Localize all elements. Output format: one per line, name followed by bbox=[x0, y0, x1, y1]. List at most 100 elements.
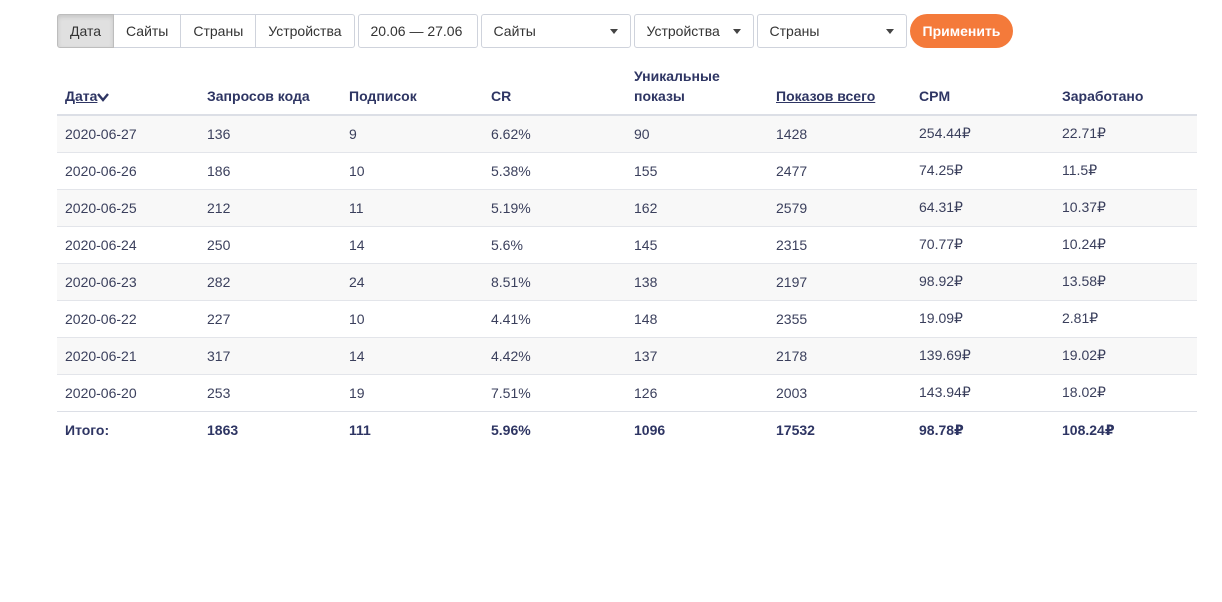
cell-cpm: 98.92₽ bbox=[911, 262, 1054, 300]
cell-shows: 1428 bbox=[768, 114, 911, 152]
cell-subs: 10 bbox=[341, 151, 483, 189]
cell-cpm: 254.44₽ bbox=[911, 114, 1054, 152]
tab-devices[interactable]: Устройства bbox=[256, 14, 355, 48]
cell-unique: 90 bbox=[626, 114, 768, 152]
column-header-requests: Запросов кода bbox=[199, 62, 341, 116]
sites-select-label: Сайты bbox=[493, 23, 536, 39]
cell-shows: 2178 bbox=[768, 336, 911, 374]
cell-requests: 317 bbox=[199, 336, 341, 374]
sites-select[interactable]: Сайты bbox=[480, 14, 631, 48]
cell-cr: 5.38% bbox=[483, 151, 626, 189]
totals-cpm: 98.78₽ bbox=[911, 410, 1054, 449]
table-body: 2020-06-27 136 9 6.62% 90 1428 254.44₽ 22.71₽ 20… bbox=[57, 114, 1197, 411]
cell-requests: 253 bbox=[199, 373, 341, 411]
shows-header-label[interactable]: Показов всего bbox=[776, 88, 876, 104]
tab-countries[interactable]: Страны bbox=[181, 14, 257, 48]
cell-date: 2020-06-20 bbox=[57, 373, 199, 411]
cell-cpm: 64.31₽ bbox=[911, 188, 1054, 226]
cell-requests: 282 bbox=[199, 262, 341, 300]
table-row: 2020-06-22 227 10 4.41% 148 2355 19.09₽ 2.81₽ bbox=[57, 299, 1197, 337]
cell-earned: 19.02₽ bbox=[1054, 336, 1197, 374]
table-row: 2020-06-24 250 14 5.6% 145 2315 70.77₽ 10.24₽ bbox=[57, 225, 1197, 263]
column-header-earned: Заработано bbox=[1054, 62, 1197, 116]
table-row: 2020-06-23 282 24 8.51% 138 2197 98.92₽ 13.58₽ bbox=[57, 262, 1197, 300]
cell-subs: 11 bbox=[341, 188, 483, 226]
cell-date: 2020-06-26 bbox=[57, 151, 199, 189]
cell-unique: 155 bbox=[626, 151, 768, 189]
cell-cr: 4.42% bbox=[483, 336, 626, 374]
tab-date[interactable]: Дата bbox=[57, 14, 115, 48]
totals-subs: 111 bbox=[341, 410, 483, 449]
cell-date: 2020-06-24 bbox=[57, 225, 199, 263]
column-header-date[interactable]: Дата bbox=[57, 62, 199, 116]
cell-unique: 137 bbox=[626, 336, 768, 374]
cell-cpm: 74.25₽ bbox=[911, 151, 1054, 189]
cell-unique: 145 bbox=[626, 225, 768, 263]
cell-date: 2020-06-25 bbox=[57, 188, 199, 226]
column-header-subs: Подписок bbox=[341, 62, 483, 116]
unique-header-line2: показы bbox=[634, 88, 685, 104]
cell-earned: 22.71₽ bbox=[1054, 114, 1197, 152]
tab-sites[interactable]: Сайты bbox=[114, 14, 182, 48]
cell-requests: 136 bbox=[199, 114, 341, 152]
totals-cr: 5.96% bbox=[483, 410, 626, 449]
unique-header-line1: Уникальные bbox=[634, 68, 720, 84]
cell-earned: 10.37₽ bbox=[1054, 188, 1197, 226]
table-row: 2020-06-26 186 10 5.38% 155 2477 74.25₽ 11.5₽ bbox=[57, 151, 1197, 189]
toolbar: Дата Сайты Страны Устройства 20.06 — 27.… bbox=[57, 14, 1014, 48]
table-header-row: Дата Запросов кода Подписок CR Уникальны… bbox=[57, 62, 1197, 116]
chevron-down-icon bbox=[732, 28, 741, 34]
cell-earned: 11.5₽ bbox=[1054, 151, 1197, 189]
totals-row: Итого: 1863 111 5.96% 1096 17532 98.78₽ … bbox=[57, 410, 1197, 449]
totals-unique: 1096 bbox=[626, 410, 768, 449]
devices-select[interactable]: Устройства bbox=[633, 14, 754, 48]
date-range-input[interactable]: 20.06 — 27.06 bbox=[357, 14, 478, 48]
cell-date: 2020-06-23 bbox=[57, 262, 199, 300]
countries-select[interactable]: Страны bbox=[756, 14, 907, 48]
cell-shows: 2315 bbox=[768, 225, 911, 263]
column-header-cr: CR bbox=[483, 62, 626, 116]
table-row: 2020-06-27 136 9 6.62% 90 1428 254.44₽ 22.71₽ bbox=[57, 114, 1197, 152]
cell-cpm: 19.09₽ bbox=[911, 299, 1054, 337]
cell-subs: 10 bbox=[341, 299, 483, 337]
table-row: 2020-06-21 317 14 4.42% 137 2178 139.69₽ 19.02₽ bbox=[57, 336, 1197, 374]
cell-unique: 126 bbox=[626, 373, 768, 411]
cell-earned: 2.81₽ bbox=[1054, 299, 1197, 337]
cell-date: 2020-06-27 bbox=[57, 114, 199, 152]
cell-cr: 8.51% bbox=[483, 262, 626, 300]
date-header-label[interactable]: Дата bbox=[65, 88, 98, 104]
cell-cpm: 143.94₽ bbox=[911, 373, 1054, 411]
cell-cpm: 70.77₽ bbox=[911, 225, 1054, 263]
cell-requests: 227 bbox=[199, 299, 341, 337]
cell-subs: 19 bbox=[341, 373, 483, 411]
cell-requests: 250 bbox=[199, 225, 341, 263]
cell-cr: 6.62% bbox=[483, 114, 626, 152]
column-header-unique: Уникальные показы bbox=[626, 62, 768, 116]
table-row: 2020-06-25 212 11 5.19% 162 2579 64.31₽ 10.37₽ bbox=[57, 188, 1197, 226]
cell-subs: 14 bbox=[341, 336, 483, 374]
cell-shows: 2197 bbox=[768, 262, 911, 300]
stats-table: Дата Запросов кода Подписок CR Уникальны… bbox=[57, 62, 1197, 449]
cell-subs: 24 bbox=[341, 262, 483, 300]
cell-unique: 148 bbox=[626, 299, 768, 337]
cell-cr: 7.51% bbox=[483, 373, 626, 411]
sort-down-icon bbox=[97, 93, 110, 103]
totals-label: Итого: bbox=[57, 410, 199, 449]
table-row: 2020-06-20 253 19 7.51% 126 2003 143.94₽ 18.02₽ bbox=[57, 373, 1197, 411]
cell-unique: 162 bbox=[626, 188, 768, 226]
cell-cr: 5.6% bbox=[483, 225, 626, 263]
cell-cr: 4.41% bbox=[483, 299, 626, 337]
cell-requests: 212 bbox=[199, 188, 341, 226]
cell-shows: 2477 bbox=[768, 151, 911, 189]
group-by-tabs: Дата Сайты Страны Устройства bbox=[57, 14, 355, 48]
cell-date: 2020-06-21 bbox=[57, 336, 199, 374]
cell-subs: 9 bbox=[341, 114, 483, 152]
chevron-down-icon bbox=[885, 28, 894, 34]
cell-earned: 18.02₽ bbox=[1054, 373, 1197, 411]
column-header-shows[interactable]: Показов всего bbox=[768, 62, 911, 116]
cell-cpm: 139.69₽ bbox=[911, 336, 1054, 374]
cell-subs: 14 bbox=[341, 225, 483, 263]
apply-button[interactable]: Применить bbox=[909, 14, 1014, 48]
cell-shows: 2579 bbox=[768, 188, 911, 226]
chevron-down-icon bbox=[609, 28, 618, 34]
